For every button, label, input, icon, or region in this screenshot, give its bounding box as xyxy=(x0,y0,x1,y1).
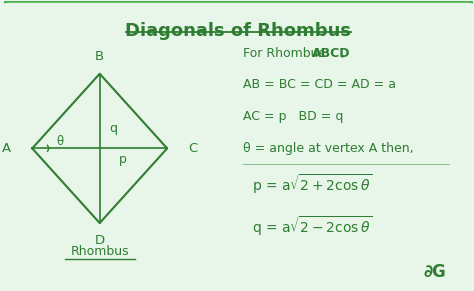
Text: θ: θ xyxy=(57,135,64,148)
Text: AC = p   BD = q: AC = p BD = q xyxy=(243,110,344,123)
Text: A: A xyxy=(2,142,11,155)
Text: B: B xyxy=(95,50,104,63)
Text: C: C xyxy=(188,142,198,155)
Text: q = a$\sqrt{2 - 2\cos\theta}$: q = a$\sqrt{2 - 2\cos\theta}$ xyxy=(253,214,373,238)
Text: q: q xyxy=(110,122,118,135)
Text: AB = BC = CD = AD = a: AB = BC = CD = AD = a xyxy=(243,79,396,91)
Text: For Rhombus: For Rhombus xyxy=(243,47,329,60)
Text: p: p xyxy=(119,153,127,166)
Text: ABCD: ABCD xyxy=(312,47,351,60)
Text: ,: , xyxy=(341,47,346,60)
Text: D: D xyxy=(95,234,105,247)
Text: Diagonals of Rhombus: Diagonals of Rhombus xyxy=(125,22,351,40)
Text: ∂G: ∂G xyxy=(424,263,447,281)
Text: θ = angle at vertex A then,: θ = angle at vertex A then, xyxy=(243,142,414,155)
Text: Rhombus: Rhombus xyxy=(70,245,129,258)
Text: p = a$\sqrt{2 + 2\cos\theta}$: p = a$\sqrt{2 + 2\cos\theta}$ xyxy=(253,173,373,196)
